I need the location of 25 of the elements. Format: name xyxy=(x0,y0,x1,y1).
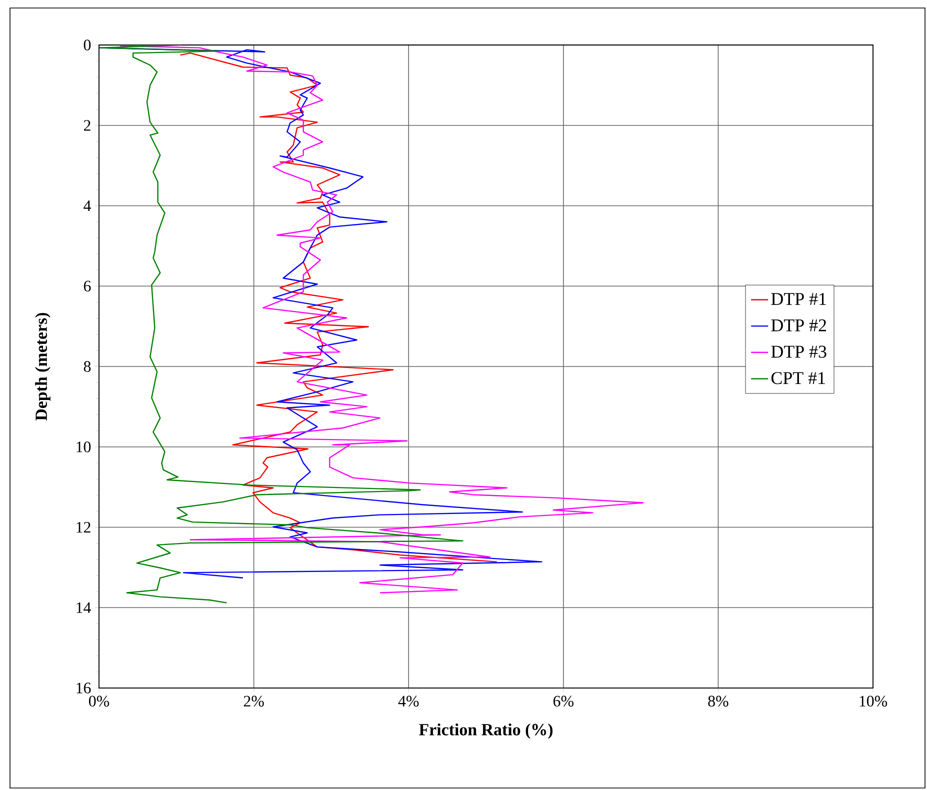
legend-label: CPT #1 xyxy=(771,372,825,384)
y-tick-label: 2 xyxy=(84,120,90,131)
x-tick-label: 4% xyxy=(398,696,419,707)
legend-label: DTP #2 xyxy=(771,319,826,332)
y-tick-label: 8 xyxy=(84,361,91,372)
y-tick-label: 6 xyxy=(84,280,91,292)
x-tick-label: 6% xyxy=(553,696,574,707)
y-axis-title: Depth (meters) xyxy=(35,312,50,421)
x-tick-label: 8% xyxy=(708,696,728,707)
line-series xyxy=(99,45,464,604)
y-tick-label: 14 xyxy=(76,602,91,613)
y-tick-label: 0 xyxy=(84,40,91,50)
y-tick-label: 12 xyxy=(76,522,90,533)
y-tick-label: 10 xyxy=(76,442,91,452)
y-tick-label: 4 xyxy=(84,200,91,212)
x-tick-label: 0% xyxy=(88,696,110,707)
legend-label: DTP #1 xyxy=(771,293,826,305)
line-series xyxy=(99,47,542,578)
legend-label: DTP #3 xyxy=(771,346,826,358)
line-series xyxy=(119,45,644,594)
y-tick-label: 16 xyxy=(76,682,91,694)
x-tick-label: 10% xyxy=(860,696,888,707)
x-axis-title: Friction Ratio (%) xyxy=(419,723,553,739)
line-series xyxy=(180,52,498,562)
x-tick-label: 2% xyxy=(244,696,264,707)
